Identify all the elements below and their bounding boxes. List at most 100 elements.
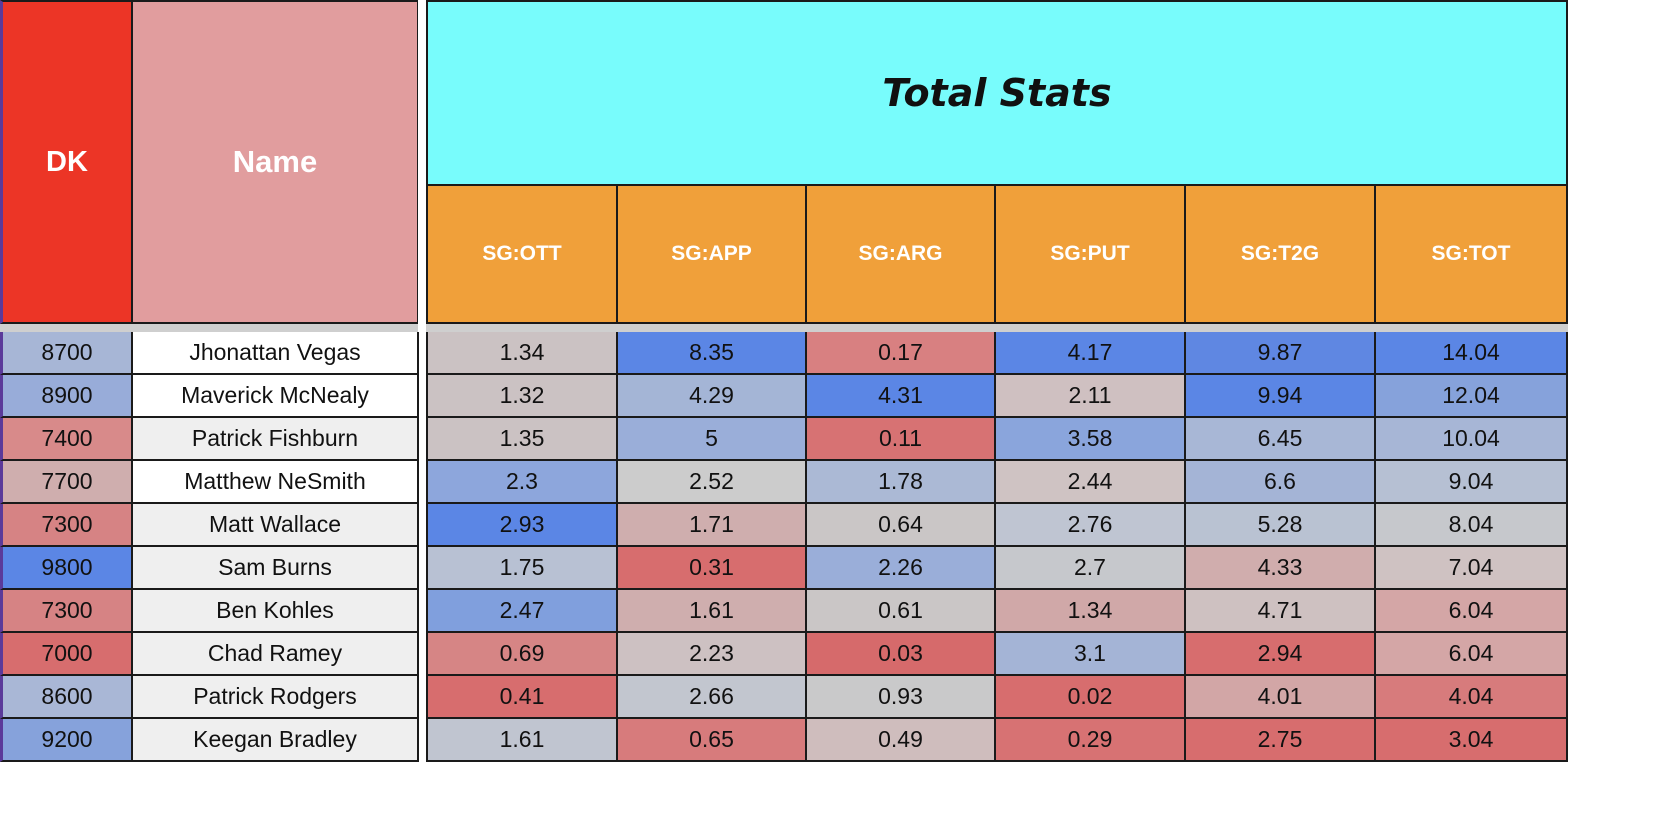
- sg-ott-cell[interactable]: 1.61: [426, 719, 618, 762]
- sg-put-cell[interactable]: 2.76: [994, 504, 1186, 547]
- dk-cell[interactable]: 8900: [0, 375, 133, 418]
- sg-ott-cell[interactable]: 1.34: [426, 332, 618, 375]
- sg-arg-cell[interactable]: 1.78: [805, 461, 996, 504]
- name-cell[interactable]: Maverick McNealy: [131, 375, 419, 418]
- sg-arg-cell[interactable]: 4.31: [805, 375, 996, 418]
- table-row: 7000 Chad Ramey 0.69 2.23 0.03 3.1 2.94 6.04: [0, 633, 1568, 676]
- sg-put-cell[interactable]: 2.11: [994, 375, 1186, 418]
- table-row: 7300 Ben Kohles 2.47 1.61 0.61 1.34 4.71 6.04: [0, 590, 1568, 633]
- sg-arg-cell[interactable]: 0.64: [805, 504, 996, 547]
- table-row: 9800 Sam Burns 1.75 0.31 2.26 2.7 4.33 7.04: [0, 547, 1568, 590]
- sg-put-header[interactable]: SG:PUT: [994, 184, 1186, 324]
- name-cell[interactable]: Patrick Rodgers: [131, 676, 419, 719]
- sg-t2g-cell[interactable]: 4.01: [1184, 676, 1376, 719]
- name-cell[interactable]: Matt Wallace: [131, 504, 419, 547]
- sg-app-cell[interactable]: 4.29: [616, 375, 807, 418]
- sg-put-cell[interactable]: 0.29: [994, 719, 1186, 762]
- sg-app-cell[interactable]: 2.52: [616, 461, 807, 504]
- sg-tot-cell[interactable]: 6.04: [1374, 633, 1568, 676]
- dk-cell[interactable]: 7400: [0, 418, 133, 461]
- header-divider: [0, 324, 1568, 332]
- name-cell[interactable]: Patrick Fishburn: [131, 418, 419, 461]
- name-cell[interactable]: Jhonattan Vegas: [131, 332, 419, 375]
- dk-cell[interactable]: 7000: [0, 633, 133, 676]
- sg-app-cell[interactable]: 1.61: [616, 590, 807, 633]
- sg-app-cell[interactable]: 5: [616, 418, 807, 461]
- sg-t2g-cell[interactable]: 4.33: [1184, 547, 1376, 590]
- sg-app-cell[interactable]: 2.23: [616, 633, 807, 676]
- name-cell[interactable]: Ben Kohles: [131, 590, 419, 633]
- sg-t2g-cell[interactable]: 9.87: [1184, 332, 1376, 375]
- sg-put-cell[interactable]: 1.34: [994, 590, 1186, 633]
- sg-app-cell[interactable]: 2.66: [616, 676, 807, 719]
- dk-cell[interactable]: 9800: [0, 547, 133, 590]
- name-cell[interactable]: Matthew NeSmith: [131, 461, 419, 504]
- sg-arg-cell[interactable]: 0.93: [805, 676, 996, 719]
- sg-t2g-cell[interactable]: 9.94: [1184, 375, 1376, 418]
- sg-tot-cell[interactable]: 9.04: [1374, 461, 1568, 504]
- sg-arg-cell[interactable]: 0.03: [805, 633, 996, 676]
- dk-header[interactable]: DK: [0, 0, 133, 324]
- name-header[interactable]: Name: [131, 0, 419, 324]
- name-cell[interactable]: Chad Ramey: [131, 633, 419, 676]
- sg-arg-cell[interactable]: 0.17: [805, 332, 996, 375]
- table-row: 7700 Matthew NeSmith 2.3 2.52 1.78 2.44 6.6 9.0…: [0, 461, 1568, 504]
- sg-t2g-cell[interactable]: 6.45: [1184, 418, 1376, 461]
- sg-t2g-cell[interactable]: 2.75: [1184, 719, 1376, 762]
- sg-app-header[interactable]: SG:APP: [616, 184, 807, 324]
- sg-arg-cell[interactable]: 0.49: [805, 719, 996, 762]
- stats-table: DK Name Total Stats SG:OTT SG:APP SG:ARG…: [0, 0, 1568, 765]
- sg-tot-header[interactable]: SG:TOT: [1374, 184, 1568, 324]
- dk-cell[interactable]: 9200: [0, 719, 133, 762]
- column-divider: [418, 0, 426, 765]
- sg-app-cell[interactable]: 1.71: [616, 504, 807, 547]
- sg-ott-cell[interactable]: 1.32: [426, 375, 618, 418]
- sg-ott-cell[interactable]: 2.3: [426, 461, 618, 504]
- sg-put-cell[interactable]: 2.7: [994, 547, 1186, 590]
- sg-app-cell[interactable]: 0.65: [616, 719, 807, 762]
- sg-put-cell[interactable]: 3.58: [994, 418, 1186, 461]
- table-row: 8900 Maverick McNealy 1.32 4.29 4.31 2.11 9.94…: [0, 375, 1568, 418]
- name-cell[interactable]: Sam Burns: [131, 547, 419, 590]
- sg-app-cell[interactable]: 8.35: [616, 332, 807, 375]
- sg-ott-header[interactable]: SG:OTT: [426, 184, 618, 324]
- sg-tot-cell[interactable]: 7.04: [1374, 547, 1568, 590]
- sg-arg-cell[interactable]: 0.11: [805, 418, 996, 461]
- sg-tot-cell[interactable]: 4.04: [1374, 676, 1568, 719]
- sg-arg-cell[interactable]: 0.61: [805, 590, 996, 633]
- sg-tot-cell[interactable]: 6.04: [1374, 590, 1568, 633]
- sg-app-cell[interactable]: 0.31: [616, 547, 807, 590]
- table-row: 9200 Keegan Bradley 1.61 0.65 0.49 0.29 2.75 3.…: [0, 719, 1568, 762]
- sg-ott-cell[interactable]: 0.41: [426, 676, 618, 719]
- dk-cell[interactable]: 8700: [0, 332, 133, 375]
- sg-ott-cell[interactable]: 1.35: [426, 418, 618, 461]
- dk-cell[interactable]: 7300: [0, 504, 133, 547]
- sg-tot-cell[interactable]: 8.04: [1374, 504, 1568, 547]
- sg-t2g-cell[interactable]: 6.6: [1184, 461, 1376, 504]
- sg-tot-cell[interactable]: 10.04: [1374, 418, 1568, 461]
- sg-put-cell[interactable]: 0.02: [994, 676, 1186, 719]
- name-cell[interactable]: Keegan Bradley: [131, 719, 419, 762]
- dk-cell[interactable]: 8600: [0, 676, 133, 719]
- sg-ott-cell[interactable]: 1.75: [426, 547, 618, 590]
- sg-t2g-cell[interactable]: 4.71: [1184, 590, 1376, 633]
- sg-tot-cell[interactable]: 14.04: [1374, 332, 1568, 375]
- sg-t2g-header[interactable]: SG:T2G: [1184, 184, 1376, 324]
- sg-tot-cell[interactable]: 12.04: [1374, 375, 1568, 418]
- table-row: 7300 Matt Wallace 2.93 1.71 0.64 2.76 5.28 8.04: [0, 504, 1568, 547]
- total-stats-title: Total Stats: [426, 0, 1568, 186]
- sg-t2g-cell[interactable]: 2.94: [1184, 633, 1376, 676]
- sg-arg-header[interactable]: SG:ARG: [805, 184, 996, 324]
- sg-arg-cell[interactable]: 2.26: [805, 547, 996, 590]
- sg-put-cell[interactable]: 4.17: [994, 332, 1186, 375]
- sg-tot-cell[interactable]: 3.04: [1374, 719, 1568, 762]
- dk-cell[interactable]: 7700: [0, 461, 133, 504]
- table-row: 8700 Jhonattan Vegas 1.34 8.35 0.17 4.17 9.87 1…: [0, 332, 1568, 375]
- sg-ott-cell[interactable]: 2.93: [426, 504, 618, 547]
- dk-cell[interactable]: 7300: [0, 590, 133, 633]
- sg-t2g-cell[interactable]: 5.28: [1184, 504, 1376, 547]
- sg-ott-cell[interactable]: 0.69: [426, 633, 618, 676]
- sg-put-cell[interactable]: 2.44: [994, 461, 1186, 504]
- sg-ott-cell[interactable]: 2.47: [426, 590, 618, 633]
- sg-put-cell[interactable]: 3.1: [994, 633, 1186, 676]
